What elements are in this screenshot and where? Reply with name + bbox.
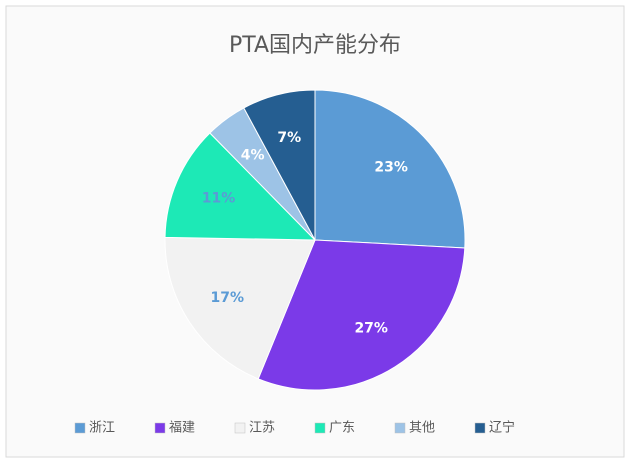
pie-slice	[257, 239, 466, 391]
pie-slice	[164, 132, 317, 241]
legend-swatch	[74, 422, 86, 434]
legend-swatch	[234, 422, 246, 434]
data-label: 17%	[211, 290, 245, 306]
legend-swatch	[394, 422, 406, 434]
legend-swatch	[154, 422, 166, 434]
data-label: 27%	[354, 321, 388, 337]
legend-label: 江苏	[249, 420, 275, 436]
legend-label: 广东	[329, 421, 355, 436]
legend-label: 浙江	[89, 421, 115, 436]
data-label: 23%	[374, 160, 408, 176]
data-label: 11%	[202, 191, 236, 207]
legend-swatch	[474, 422, 486, 434]
chart-title: PTA国内产能分布	[229, 33, 401, 58]
data-label: 4%	[241, 147, 265, 163]
pie-slice	[243, 89, 316, 241]
pie-slice	[314, 89, 466, 249]
legend-label: 辽宁	[489, 420, 515, 436]
legend-label: 其他	[409, 421, 435, 436]
pie-slice	[164, 236, 316, 380]
legend-swatch	[314, 422, 326, 434]
legend-label: 福建	[169, 421, 195, 436]
data-label: 7%	[277, 130, 301, 146]
